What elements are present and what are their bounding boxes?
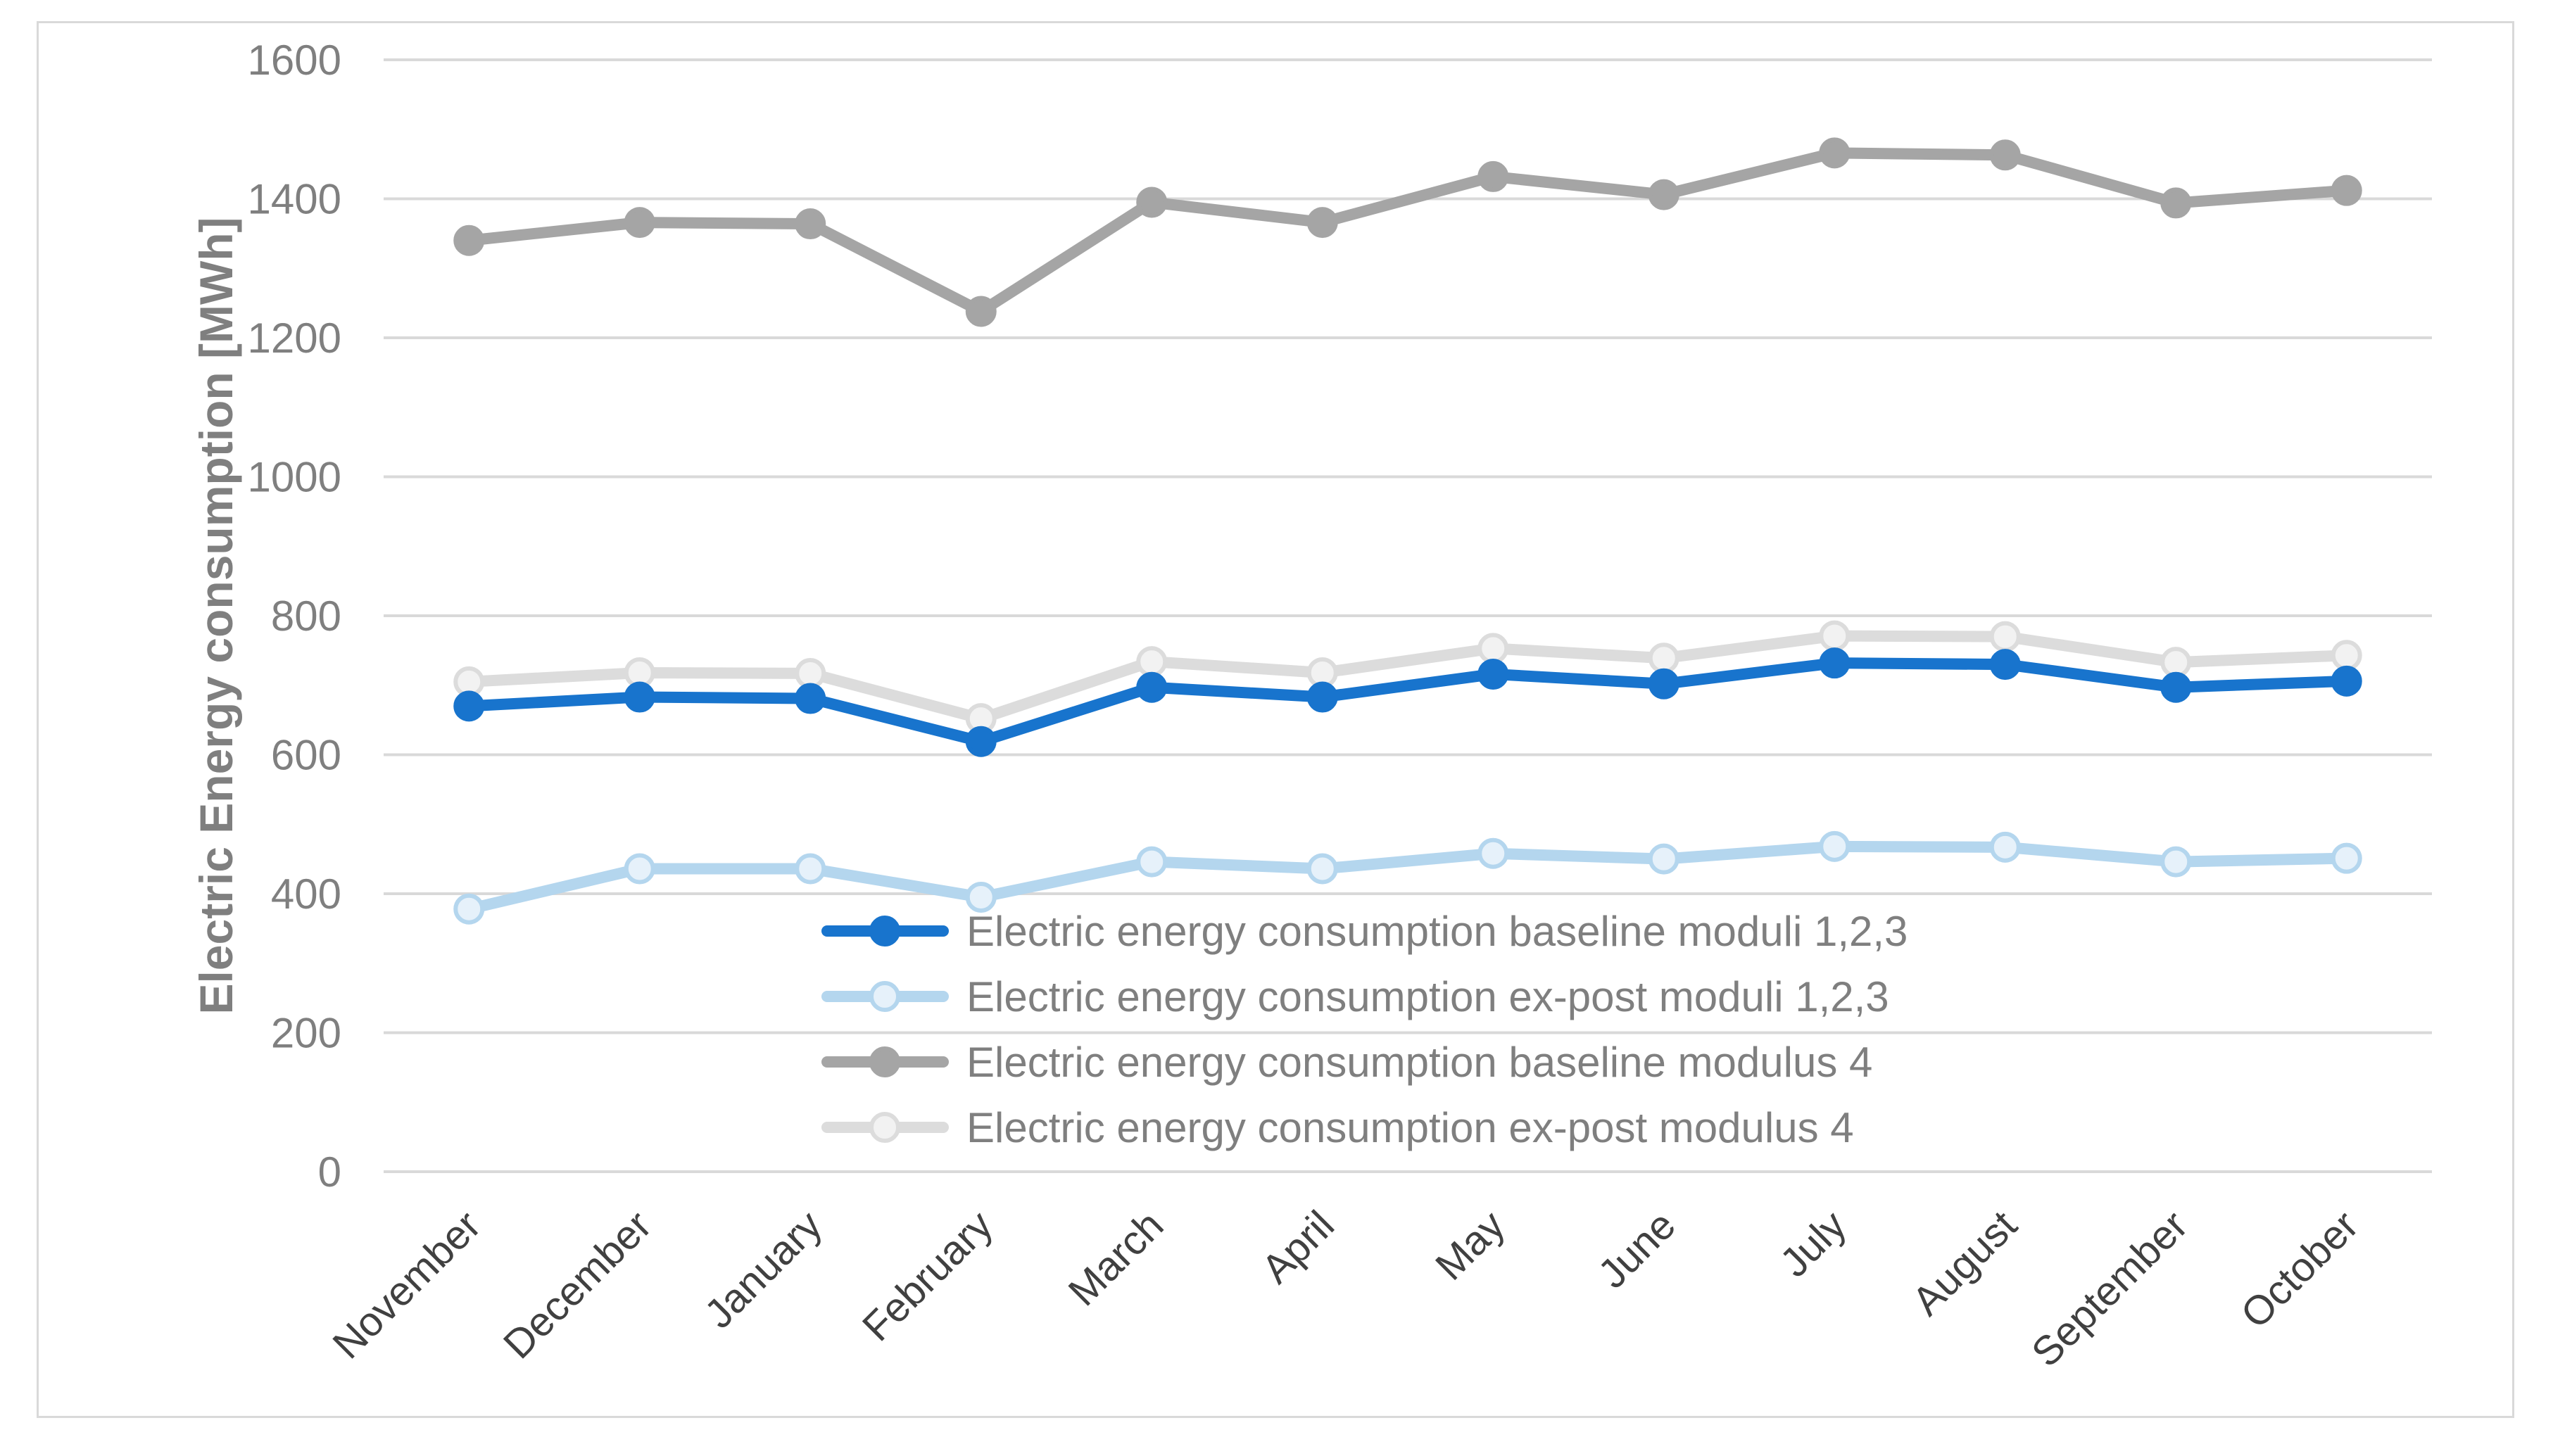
data-point — [1136, 646, 1168, 678]
y-tick-label: 400 — [271, 871, 341, 918]
data-point — [624, 853, 655, 885]
data-point — [795, 657, 826, 689]
y-tick-label: 1600 — [248, 37, 341, 84]
series-2 — [453, 137, 2362, 327]
data-point — [453, 893, 485, 925]
data-point — [1306, 681, 1338, 713]
x-tick-label: September — [2023, 1202, 2197, 1376]
legend-item: Electric energy consumption ex-post modu… — [821, 973, 1889, 1020]
data-point — [965, 296, 997, 327]
legend-label: Electric energy consumption baseline mod… — [966, 1039, 1872, 1086]
legend-item: Electric energy consumption ex-post modu… — [821, 1104, 1854, 1151]
data-point — [1648, 179, 1679, 210]
y-tick-label: 800 — [271, 593, 341, 640]
legend-swatch-marker — [869, 1112, 900, 1143]
data-point — [624, 681, 655, 713]
data-point — [2331, 665, 2362, 697]
data-point — [1477, 658, 1509, 690]
series-3 — [453, 620, 2362, 735]
data-point — [453, 690, 485, 722]
series-line — [463, 657, 2352, 747]
data-point — [2160, 187, 2192, 219]
x-tick-label: August — [1903, 1202, 2026, 1324]
x-tick-label: December — [495, 1202, 660, 1367]
data-point — [1648, 843, 1679, 875]
data-point — [1989, 831, 2021, 863]
data-point — [1989, 649, 2021, 680]
data-point — [1819, 647, 1851, 679]
x-tick-label: July — [1772, 1202, 1855, 1286]
data-point — [2160, 846, 2192, 878]
y-tick-label: 1200 — [248, 315, 341, 362]
line-chart: 0 200 400 600 800 1000 1200 1400 1600 November De… — [190, 37, 2432, 1376]
data-point — [795, 208, 826, 240]
x-tick-label: February — [854, 1202, 1002, 1350]
data-point — [1989, 139, 2021, 171]
data-point — [2331, 175, 2362, 206]
data-point — [624, 207, 655, 239]
data-point — [453, 224, 485, 256]
y-tick-label: 1000 — [248, 454, 341, 501]
chart-frame: 0 200 400 600 800 1000 1200 1400 1600 November De… — [37, 21, 2514, 1418]
legend-label: Electric energy consumption ex-post modu… — [966, 973, 1889, 1020]
y-tick-label: 1400 — [248, 176, 341, 223]
data-point — [1648, 642, 1679, 674]
data-point — [795, 853, 826, 885]
data-point — [1648, 668, 1679, 699]
data-point — [1819, 830, 1851, 862]
x-tick-label: May — [1427, 1202, 1513, 1289]
data-point — [2331, 640, 2362, 671]
legend-label: Electric energy consumption baseline mod… — [966, 908, 1908, 955]
series-layer — [453, 137, 2362, 925]
series-0 — [453, 647, 2362, 757]
series-line — [463, 147, 2352, 317]
gridlines — [384, 58, 2432, 1173]
x-tick-label: January — [696, 1202, 831, 1337]
legend-item: Electric energy consumption baseline mod… — [821, 908, 1908, 955]
x-tick-label: April — [1253, 1202, 1343, 1292]
data-point — [2160, 647, 2192, 678]
x-tick-label: June — [1589, 1202, 1684, 1297]
x-tick-label: March — [1060, 1202, 1173, 1315]
data-point — [1477, 837, 1509, 869]
data-point — [1477, 633, 1509, 664]
data-point — [965, 726, 997, 757]
legend-label: Electric energy consumption ex-post modu… — [966, 1104, 1854, 1151]
y-axis-ticks: 0 200 400 600 800 1000 1200 1400 1600 — [248, 37, 341, 1196]
legend: Electric energy consumption baseline mod… — [821, 908, 1908, 1151]
data-point — [1136, 186, 1168, 218]
data-point — [1477, 160, 1509, 192]
data-point — [1306, 207, 1338, 239]
data-point — [795, 683, 826, 714]
data-point — [965, 881, 997, 913]
y-tick-label: 600 — [271, 732, 341, 779]
legend-item: Electric energy consumption baseline mod… — [821, 1039, 1872, 1086]
series-1 — [453, 830, 2362, 925]
y-tick-label: 0 — [318, 1148, 341, 1196]
series-line — [463, 840, 2352, 915]
series-line — [463, 630, 2352, 725]
data-point — [1989, 621, 2021, 652]
x-tick-label: October — [2232, 1202, 2367, 1337]
data-point — [2331, 842, 2362, 874]
x-axis-ticks: November December January February March Apri… — [324, 1202, 2367, 1376]
data-point — [1306, 853, 1338, 885]
legend-swatch-marker — [869, 916, 900, 947]
y-axis-label: Electric Energy consumption [MWh] — [190, 217, 242, 1014]
legend-swatch-marker — [869, 981, 900, 1012]
data-point — [1136, 846, 1168, 878]
data-point — [2160, 671, 2192, 703]
data-point — [1136, 671, 1168, 703]
data-point — [1819, 137, 1851, 169]
legend-swatch-marker — [869, 1046, 900, 1077]
x-tick-label: November — [324, 1202, 489, 1367]
data-point — [1819, 620, 1851, 652]
y-tick-label: 200 — [271, 1010, 341, 1057]
